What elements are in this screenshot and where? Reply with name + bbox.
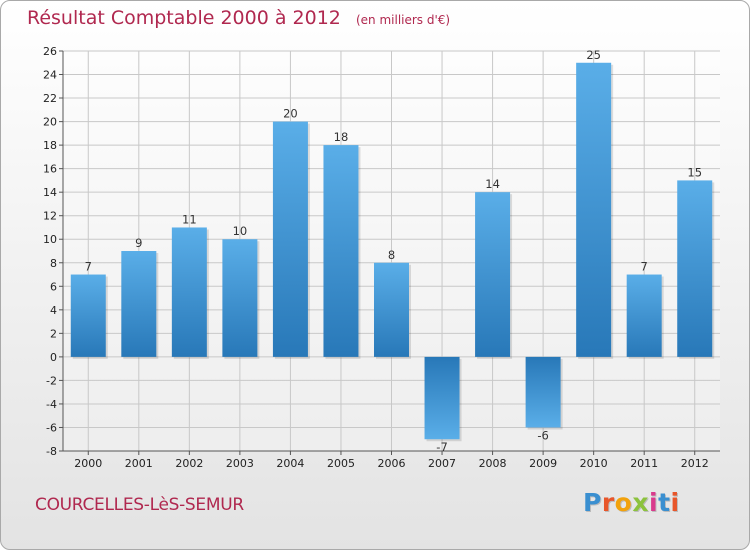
logo-letter: o [614, 488, 633, 517]
logo-letter: i [670, 488, 680, 517]
proxiti-logo: Proxiti [583, 488, 680, 517]
value-label: 25 [586, 48, 601, 62]
value-label: 8 [388, 248, 395, 262]
value-label: -6 [537, 428, 548, 442]
y-tick-label: -4 [46, 398, 57, 411]
x-tick-label: 2003 [226, 457, 254, 470]
value-label: 7 [85, 260, 92, 274]
y-tick-label: 6 [50, 280, 57, 293]
value-label: 10 [233, 224, 248, 238]
value-label: 15 [687, 165, 702, 179]
x-tick-label: 2005 [327, 457, 355, 470]
chart-title: Résultat Comptable 2000 à 2012 [27, 7, 341, 29]
y-tick-label: 4 [50, 304, 57, 317]
x-tick-label: 2007 [428, 457, 456, 470]
logo-letter: i [649, 488, 659, 517]
bar-2006 [374, 262, 409, 357]
bar-2004 [272, 121, 308, 357]
value-label: 11 [182, 212, 197, 226]
x-tick-label: 2001 [125, 457, 153, 470]
bar-2005 [323, 145, 359, 357]
value-label: 7 [641, 260, 648, 274]
bar-2007 [424, 356, 460, 440]
y-tick-label: 24 [43, 69, 57, 82]
x-tick-label: 2008 [479, 457, 507, 470]
value-label: 9 [135, 236, 142, 250]
logo-letter: r [601, 488, 615, 517]
commune-name: COURCELLES-LèS-SEMUR [35, 495, 244, 515]
y-tick-label: 22 [43, 92, 57, 105]
bar-2012 [677, 180, 713, 357]
bar-2000 [70, 274, 106, 357]
x-tick-label: 2010 [580, 457, 608, 470]
bar-2010 [576, 62, 612, 357]
y-tick-label: -2 [46, 374, 57, 387]
bar-2011 [626, 274, 662, 357]
bar-2009 [525, 356, 561, 428]
bar-2002 [171, 227, 207, 357]
bar-2001 [121, 251, 157, 357]
value-label: -7 [436, 440, 447, 454]
value-label: 18 [334, 130, 349, 144]
y-tick-label: 12 [43, 210, 57, 223]
x-tick-label: 2004 [276, 457, 304, 470]
logo-letter: P [583, 488, 602, 517]
x-tick-label: 2000 [74, 457, 102, 470]
x-tick-label: 2006 [378, 457, 406, 470]
y-tick-label: 26 [43, 45, 57, 58]
x-tick-label: 2012 [681, 457, 709, 470]
bar-2008 [475, 192, 511, 357]
y-tick-label: 2 [50, 327, 57, 340]
y-tick-label: 16 [43, 163, 57, 176]
y-tick-label: 8 [50, 257, 57, 270]
y-tick-label: 10 [43, 233, 57, 246]
y-tick-label: 14 [43, 186, 57, 199]
value-label: 20 [283, 107, 298, 121]
chart-subtitle: (en milliers d'€) [355, 13, 451, 27]
y-tick-label: 0 [50, 351, 57, 364]
x-tick-label: 2002 [175, 457, 203, 470]
logo-letter: t [658, 488, 671, 517]
y-tick-label: 20 [43, 116, 57, 129]
y-tick-label: 18 [43, 139, 57, 152]
title-row: Résultat Comptable 2000 à 2012 (en milli… [27, 7, 450, 29]
bar-2003 [222, 239, 258, 357]
y-tick-label: -6 [46, 421, 57, 434]
logo-letter: x [632, 488, 649, 517]
y-tick-label: -8 [46, 445, 57, 458]
value-label: 14 [485, 177, 500, 191]
x-tick-label: 2011 [630, 457, 658, 470]
x-tick-label: 2009 [529, 457, 557, 470]
